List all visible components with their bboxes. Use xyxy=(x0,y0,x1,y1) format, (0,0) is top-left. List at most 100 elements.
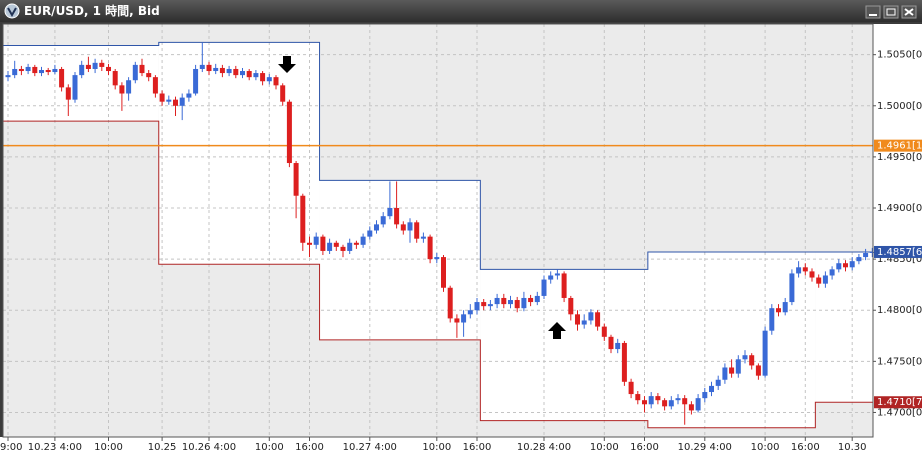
candle-body xyxy=(266,77,272,82)
y-tick-label: 1.4900[0] xyxy=(877,203,922,214)
candle-body xyxy=(554,273,560,276)
candle-body xyxy=(59,68,65,88)
candle-body xyxy=(628,381,634,395)
x-tick-label: 10.26 4:00 xyxy=(182,442,236,453)
candle-body xyxy=(682,398,688,405)
candle-body xyxy=(541,279,547,296)
candle-body xyxy=(776,308,781,313)
candle-body xyxy=(849,261,855,268)
candle-body xyxy=(729,367,735,374)
candle-body xyxy=(702,392,708,399)
candle-body xyxy=(313,236,319,245)
candle-body xyxy=(65,87,71,100)
candle-body xyxy=(521,297,527,309)
candle-body xyxy=(193,68,199,94)
candle-body xyxy=(420,236,426,239)
candle-body xyxy=(173,99,178,106)
title-bar: EUR/USD, 1 時間, Bid xyxy=(0,0,922,22)
candle-body xyxy=(327,242,333,251)
candle-body xyxy=(106,66,111,72)
y-tick-label: 1.4700[0] xyxy=(877,407,922,418)
candle-body xyxy=(400,224,406,231)
candle-body xyxy=(695,398,701,411)
candle-body xyxy=(796,267,802,274)
y-tick-label: 1.4850[0] xyxy=(877,254,922,265)
candle-body xyxy=(749,355,755,366)
candle-body xyxy=(715,379,721,386)
candle-body xyxy=(186,93,192,98)
candle-body xyxy=(5,75,11,78)
candle-body xyxy=(139,64,145,74)
arrow-marker xyxy=(548,322,566,339)
candle-body xyxy=(575,314,580,325)
candle-body xyxy=(146,73,152,78)
candle-body xyxy=(45,70,51,73)
candle-body xyxy=(642,400,647,405)
price-tag-label: 1.4961[1] xyxy=(877,141,922,152)
candle-body xyxy=(347,242,353,251)
candle-body xyxy=(32,66,38,74)
candle-body xyxy=(253,73,259,78)
candle-body xyxy=(561,273,567,298)
price-tag xyxy=(874,139,922,152)
candle-body xyxy=(735,359,741,374)
candle-body xyxy=(709,385,714,393)
candle-body xyxy=(92,62,98,69)
minimize-button[interactable] xyxy=(865,5,881,19)
candle-body xyxy=(179,97,185,106)
channel-line xyxy=(3,41,873,270)
x-tick-label: 10.25 xyxy=(148,442,177,453)
x-tick-label: 10.29 4:00 xyxy=(678,442,732,453)
candle-body xyxy=(199,64,205,69)
candle-body xyxy=(809,271,815,278)
arrow-marker xyxy=(278,56,296,73)
candle-body xyxy=(380,216,386,225)
price-tag xyxy=(874,396,922,409)
channel-box xyxy=(3,45,159,122)
candle-body xyxy=(52,68,58,73)
candle-body xyxy=(675,398,681,401)
candle-body xyxy=(635,394,641,401)
candle-body xyxy=(447,287,453,319)
maximize-button[interactable] xyxy=(883,5,899,19)
y-tick-label: 1.4750[0] xyxy=(877,356,922,367)
candle-body xyxy=(300,195,306,243)
candle-body xyxy=(822,275,828,284)
candle-body xyxy=(869,251,875,253)
candle-body xyxy=(166,99,172,102)
candle-body xyxy=(621,342,627,382)
candle-body xyxy=(12,68,18,76)
x-tick-label: 16:00 xyxy=(463,442,492,453)
candle-body xyxy=(112,71,118,86)
axis-background xyxy=(0,437,922,457)
window-buttons[interactable] xyxy=(862,0,922,22)
candle-body xyxy=(226,68,232,74)
candle-body xyxy=(387,208,393,217)
candle-body xyxy=(260,73,266,82)
candle-body xyxy=(39,70,44,74)
y-tick-label: 1.4800[0] xyxy=(877,305,922,316)
x-tick-label: 10.28 4:00 xyxy=(517,442,571,453)
candle-body xyxy=(353,242,359,245)
candle-body xyxy=(152,77,158,94)
candle-body xyxy=(233,68,239,76)
candle-body xyxy=(427,236,433,260)
candle-body xyxy=(286,101,292,164)
candle-body xyxy=(213,67,219,72)
x-tick-label: 16:00 xyxy=(630,442,659,453)
candle-body xyxy=(742,355,748,360)
candle-body xyxy=(829,269,835,276)
candle-body xyxy=(816,277,822,284)
candle-body xyxy=(481,302,487,307)
y-tick-label: 1.5000[0] xyxy=(877,101,922,112)
x-tick-label: 10:00 xyxy=(590,442,619,453)
candle-body xyxy=(501,297,507,305)
candle-body xyxy=(648,396,654,405)
candle-body xyxy=(79,64,85,76)
candle-body xyxy=(126,80,132,94)
candle-body xyxy=(280,85,286,102)
candle-body xyxy=(514,300,520,309)
candle-body xyxy=(548,275,554,280)
candle-body xyxy=(333,242,339,247)
app-icon xyxy=(4,3,20,19)
